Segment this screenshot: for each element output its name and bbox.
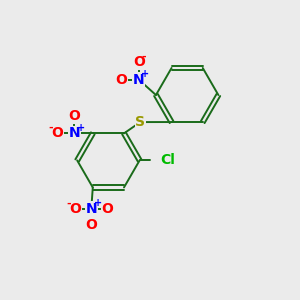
Text: +: + [94,199,102,208]
Text: O: O [68,109,80,123]
Text: N: N [68,126,80,140]
Text: -: - [67,199,71,208]
Text: N: N [133,73,145,87]
Text: -: - [142,52,146,62]
Text: O: O [102,202,114,216]
Text: O: O [51,126,63,140]
Text: O: O [133,55,145,69]
Text: S: S [135,115,145,129]
Text: O: O [69,202,81,216]
Text: Cl: Cl [160,153,175,167]
Text: +: + [77,123,85,133]
Text: -: - [49,122,53,132]
Text: +: + [141,69,149,79]
Text: N: N [85,202,97,216]
Text: O: O [116,73,128,87]
Text: O: O [85,218,97,232]
